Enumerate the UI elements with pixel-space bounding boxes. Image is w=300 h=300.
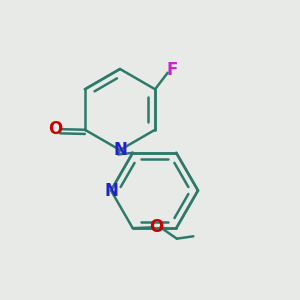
Text: O: O [48, 120, 62, 138]
Text: N: N [104, 182, 118, 200]
Text: N: N [113, 141, 127, 159]
Text: F: F [167, 61, 178, 79]
Text: O: O [150, 218, 164, 236]
